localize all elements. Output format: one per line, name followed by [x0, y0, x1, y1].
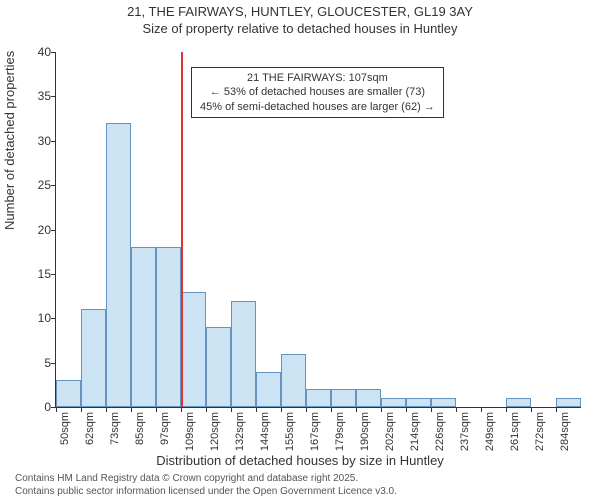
xtick-mark — [81, 407, 82, 412]
xtick-label: 202sqm — [384, 412, 396, 451]
ytick-label: 35 — [26, 89, 51, 103]
xtick-mark — [206, 407, 207, 412]
footer-attribution: Contains HM Land Registry data © Crown c… — [15, 472, 397, 498]
xtick-label: 132sqm — [234, 412, 246, 451]
xtick-label: 284sqm — [559, 412, 571, 451]
ytick-mark — [51, 185, 56, 186]
xtick-mark — [506, 407, 507, 412]
reference-line — [181, 52, 183, 407]
histogram-bar — [431, 398, 456, 407]
xtick-mark — [181, 407, 182, 412]
xtick-mark — [481, 407, 482, 412]
ytick-mark — [51, 52, 56, 53]
histogram-bar — [331, 389, 356, 407]
ytick-label: 15 — [26, 267, 51, 281]
xtick-mark — [256, 407, 257, 412]
xtick-label: 237sqm — [459, 412, 471, 451]
callout-line: ← 53% of detached houses are smaller (73… — [200, 85, 435, 99]
xtick-mark — [231, 407, 232, 412]
xtick-mark — [56, 407, 57, 412]
chart-plot-area: 051015202530354050sqm62sqm73sqm85sqm97sq… — [55, 52, 581, 408]
xtick-label: 85sqm — [134, 412, 146, 445]
title-line2: Size of property relative to detached ho… — [0, 21, 600, 38]
xtick-label: 249sqm — [484, 412, 496, 451]
histogram-bar — [206, 327, 231, 407]
histogram-bar — [281, 354, 306, 407]
xtick-label: 226sqm — [434, 412, 446, 451]
xtick-mark — [331, 407, 332, 412]
xtick-label: 120sqm — [209, 412, 221, 451]
xtick-label: 144sqm — [259, 412, 271, 451]
xtick-label: 214sqm — [409, 412, 421, 451]
xtick-mark — [406, 407, 407, 412]
ytick-mark — [51, 318, 56, 319]
title-line1: 21, THE FAIRWAYS, HUNTLEY, GLOUCESTER, G… — [0, 4, 600, 21]
footer-line1: Contains HM Land Registry data © Crown c… — [15, 472, 397, 485]
histogram-bar — [406, 398, 431, 407]
histogram-bar — [556, 398, 581, 407]
histogram-bar — [156, 247, 181, 407]
ytick-label: 0 — [26, 400, 51, 414]
ytick-label: 20 — [26, 223, 51, 237]
xtick-mark — [431, 407, 432, 412]
xtick-label: 62sqm — [84, 412, 96, 445]
ytick-mark — [51, 274, 56, 275]
xtick-label: 73sqm — [109, 412, 121, 445]
histogram-bar — [306, 389, 331, 407]
ytick-mark — [51, 96, 56, 97]
ytick-label: 30 — [26, 134, 51, 148]
ytick-mark — [51, 141, 56, 142]
histogram-bar — [106, 123, 131, 407]
xtick-label: 97sqm — [159, 412, 171, 445]
histogram-bar — [131, 247, 156, 407]
ytick-mark — [51, 230, 56, 231]
chart-title: 21, THE FAIRWAYS, HUNTLEY, GLOUCESTER, G… — [0, 0, 600, 38]
callout-line: 21 THE FAIRWAYS: 107sqm — [200, 71, 435, 85]
histogram-bar — [81, 309, 106, 407]
xtick-mark — [306, 407, 307, 412]
ytick-label: 40 — [26, 45, 51, 59]
xtick-label: 167sqm — [309, 412, 321, 451]
histogram-bar — [356, 389, 381, 407]
footer-line2: Contains public sector information licen… — [15, 485, 397, 498]
ytick-label: 5 — [26, 356, 51, 370]
xtick-mark — [456, 407, 457, 412]
xtick-label: 109sqm — [184, 412, 196, 451]
xtick-mark — [381, 407, 382, 412]
x-axis-label: Distribution of detached houses by size … — [0, 453, 600, 468]
callout-box: 21 THE FAIRWAYS: 107sqm← 53% of detached… — [191, 67, 444, 118]
xtick-mark — [531, 407, 532, 412]
ytick-label: 25 — [26, 178, 51, 192]
histogram-bar — [181, 292, 206, 407]
callout-line: 45% of semi-detached houses are larger (… — [200, 100, 435, 114]
ytick-mark — [51, 363, 56, 364]
y-axis-label: Number of detached properties — [2, 51, 17, 230]
xtick-label: 179sqm — [334, 412, 346, 451]
histogram-bar — [231, 301, 256, 408]
xtick-label: 155sqm — [284, 412, 296, 451]
histogram-bar — [506, 398, 531, 407]
xtick-label: 261sqm — [509, 412, 521, 451]
xtick-mark — [131, 407, 132, 412]
xtick-label: 50sqm — [59, 412, 71, 445]
xtick-mark — [156, 407, 157, 412]
xtick-mark — [106, 407, 107, 412]
xtick-mark — [556, 407, 557, 412]
ytick-label: 10 — [26, 311, 51, 325]
histogram-bar — [56, 380, 81, 407]
histogram-bar — [256, 372, 281, 408]
xtick-label: 272sqm — [534, 412, 546, 451]
xtick-label: 190sqm — [359, 412, 371, 451]
xtick-mark — [356, 407, 357, 412]
histogram-bar — [381, 398, 406, 407]
xtick-mark — [281, 407, 282, 412]
